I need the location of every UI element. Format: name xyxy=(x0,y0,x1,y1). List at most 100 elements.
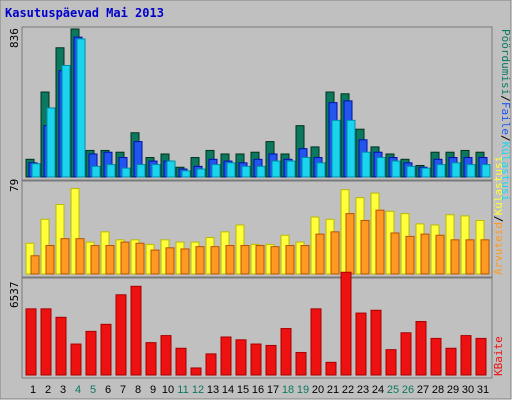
x-tick-label-15: 15 xyxy=(237,384,249,396)
bar-hits-day-24 xyxy=(376,157,386,178)
bar-sites-day-5 xyxy=(90,245,100,275)
bar-kbytes-day-21 xyxy=(325,361,337,376)
bar-kbytes-day-10 xyxy=(160,335,172,376)
bar-kbytes-day-17 xyxy=(265,344,277,376)
bar-sites-day-9 xyxy=(150,249,160,275)
x-tick-label-14: 14 xyxy=(222,384,234,396)
bar-kbytes-day-1 xyxy=(25,308,37,376)
legend-visits: Külastusi xyxy=(492,156,505,216)
bar-sites-day-19 xyxy=(300,245,310,275)
bar-hits-day-18 xyxy=(286,160,296,178)
legend-sites: Arvuteid xyxy=(492,222,505,275)
bar-sites-day-28 xyxy=(435,234,445,275)
bar-sites-day-23 xyxy=(360,219,370,275)
bar-sites-day-3 xyxy=(60,238,70,275)
bar-sites-day-29 xyxy=(450,239,460,275)
bar-hits-day-4 xyxy=(76,38,86,178)
bar-hits-day-21 xyxy=(331,119,341,178)
bar-sites-day-17 xyxy=(270,246,280,275)
bar-sites-day-20 xyxy=(315,233,325,275)
bar-kbytes-day-16 xyxy=(250,343,262,376)
x-tick-label-2: 2 xyxy=(45,384,51,396)
bar-sites-day-13 xyxy=(210,246,220,275)
bar-hits-day-2 xyxy=(46,107,56,178)
x-tick-label-6: 6 xyxy=(105,384,111,396)
chart-title: Kasutuspäevad Mai 2013 xyxy=(5,6,164,20)
bar-hits-day-19 xyxy=(301,157,311,178)
bar-sites-day-8 xyxy=(135,242,145,275)
bar-kbytes-day-2 xyxy=(40,308,52,376)
bar-kbytes-day-30 xyxy=(460,335,472,376)
bars-layer xyxy=(25,28,491,376)
bar-kbytes-day-23 xyxy=(355,312,367,376)
bar-sites-day-16 xyxy=(255,245,265,275)
bar-sites-day-25 xyxy=(390,232,400,275)
x-tick-label-21: 21 xyxy=(327,384,339,396)
bar-sites-day-14 xyxy=(225,245,235,275)
x-tick-label-20: 20 xyxy=(312,384,324,396)
bar-sites-day-10 xyxy=(165,247,175,275)
bar-kbytes-day-9 xyxy=(145,342,157,376)
x-tick-label-30: 30 xyxy=(462,384,474,396)
x-tick-label-10: 10 xyxy=(162,384,174,396)
x-tick-label-18: 18 xyxy=(282,384,294,396)
bar-hits-day-17 xyxy=(271,160,281,178)
bar-sites-day-1 xyxy=(30,255,40,275)
x-tick-label-22: 22 xyxy=(342,384,354,396)
bottom-panel-frame xyxy=(21,277,493,379)
x-tick-label-25: 25 xyxy=(387,384,399,396)
x-tick-label-5: 5 xyxy=(90,384,96,396)
legend-sep-2: / xyxy=(499,135,512,142)
bottom-ymax-label: 6537 xyxy=(8,282,21,309)
bar-kbytes-day-5 xyxy=(85,330,97,376)
x-tick-label-24: 24 xyxy=(372,384,384,396)
bar-hits-day-28 xyxy=(436,164,446,178)
bar-sites-day-15 xyxy=(240,245,250,275)
bar-kbytes-day-8 xyxy=(130,285,142,376)
bar-hits-day-12 xyxy=(196,168,206,178)
bar-sites-day-6 xyxy=(105,245,115,275)
bar-kbytes-day-18 xyxy=(280,328,292,376)
x-tick-label-23: 23 xyxy=(357,384,369,396)
x-tick-label-29: 29 xyxy=(447,384,459,396)
bar-kbytes-day-6 xyxy=(100,323,112,376)
bar-kbytes-day-29 xyxy=(445,347,457,376)
x-tick-label-3: 3 xyxy=(60,384,66,396)
bar-kbytes-day-28 xyxy=(430,337,442,376)
x-tick-label-1: 1 xyxy=(30,384,36,396)
bar-sites-day-18 xyxy=(285,245,295,275)
x-tick-label-27: 27 xyxy=(417,384,429,396)
x-tick-label-26: 26 xyxy=(402,384,414,396)
legend-hits: Külastusi xyxy=(499,142,512,202)
bar-hits-day-22 xyxy=(346,119,356,178)
bar-sites-day-26 xyxy=(405,235,415,275)
bar-sites-day-2 xyxy=(45,245,55,275)
bottom-legend: KBaite xyxy=(492,336,505,376)
bar-sites-day-30 xyxy=(465,239,475,275)
bar-sites-day-27 xyxy=(420,233,430,275)
x-tick-label-16: 16 xyxy=(252,384,264,396)
legend-sep-1: / xyxy=(499,95,512,102)
bar-hits-day-20 xyxy=(316,162,326,178)
x-tick-label-13: 13 xyxy=(207,384,219,396)
bar-hits-day-25 xyxy=(391,160,401,178)
x-tick-label-31: 31 xyxy=(477,384,489,396)
bar-hits-day-14 xyxy=(226,162,236,178)
legend-pages: Pöördumisi xyxy=(499,29,512,95)
bar-kbytes-day-15 xyxy=(235,339,247,376)
x-tick-label-7: 7 xyxy=(120,384,126,396)
x-tick-label-11: 11 xyxy=(177,384,188,396)
bar-kbytes-day-20 xyxy=(310,308,322,376)
middle-ymax-label: 79 xyxy=(8,179,21,192)
x-tick-label-19: 19 xyxy=(297,384,309,396)
x-axis-labels: 1 2 3 4 5 6 7 8 9 10 11 12 13 14 15 16 17 18 19 20 21 22 23 24 2… xyxy=(30,384,489,396)
bar-hits-day-9 xyxy=(151,164,161,178)
bar-kbytes-day-14 xyxy=(220,336,232,376)
top-legend: Pöördumisi/Faile/Külastusi xyxy=(499,29,512,201)
bar-kbytes-day-24 xyxy=(370,309,382,376)
bar-hits-day-3 xyxy=(61,64,71,178)
bar-hits-day-16 xyxy=(256,165,266,178)
bar-hits-day-8 xyxy=(136,164,146,178)
bar-kbytes-day-19 xyxy=(295,351,307,376)
